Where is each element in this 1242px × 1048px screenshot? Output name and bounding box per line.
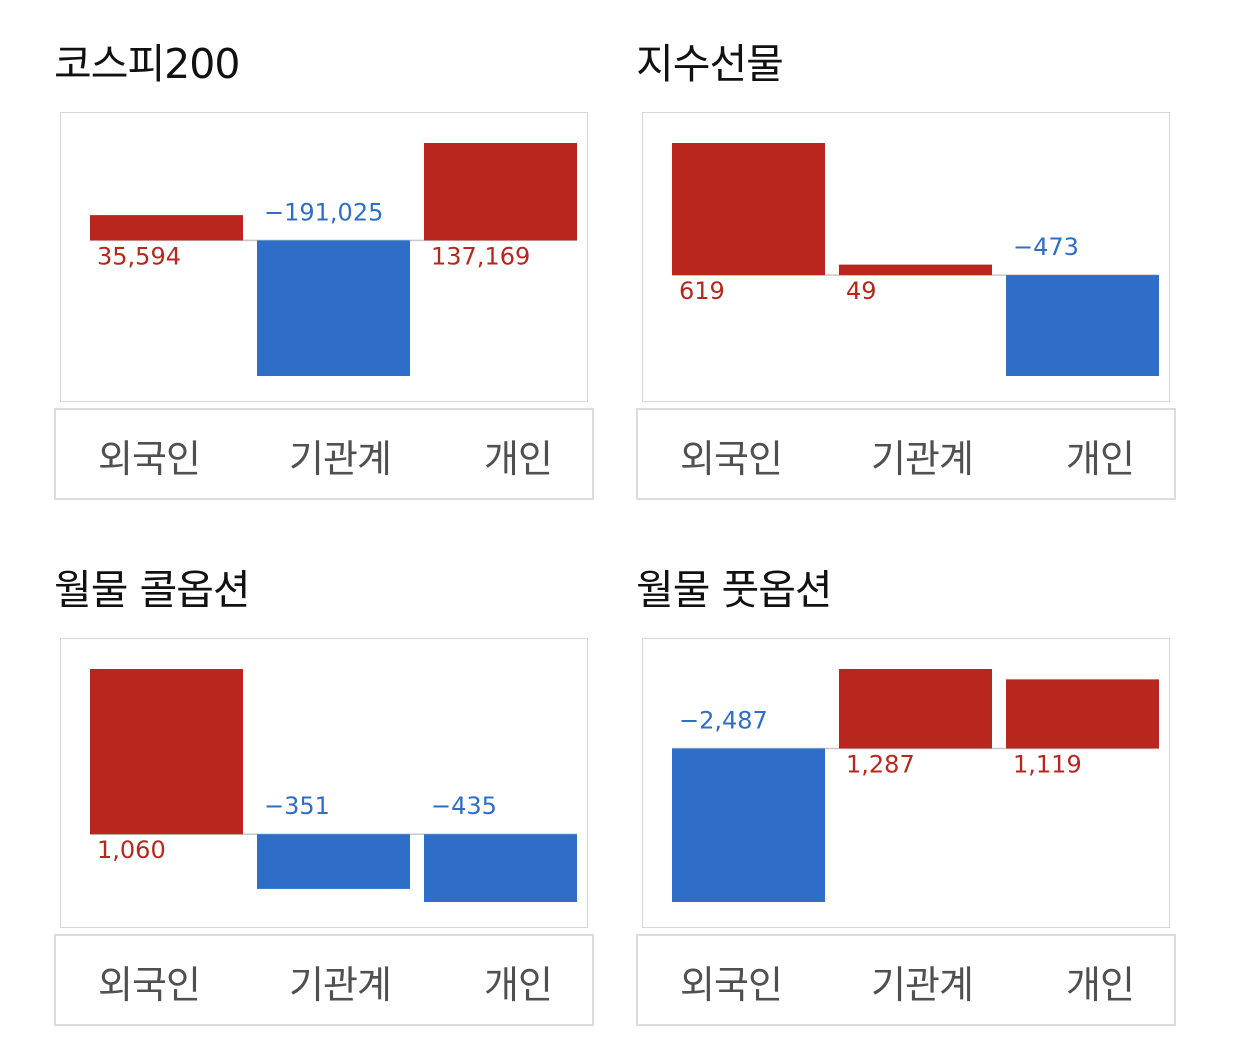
category-label-foreign: 외국인 [98, 963, 201, 1007]
data-label-individual: −435 [431, 792, 497, 820]
category-label-institution: 기관계 [871, 437, 974, 481]
category-label-individual: 개인 [484, 437, 553, 481]
category-label-individual: 개인 [1066, 963, 1135, 1007]
bar-institution [839, 669, 992, 749]
category-axis: 외국인 기관계 개인 [636, 934, 1176, 1026]
bar-individual [424, 143, 577, 241]
data-label-institution: 49 [846, 277, 877, 305]
chart-title: 지수선물 [636, 40, 784, 88]
category-label-foreign: 외국인 [680, 437, 783, 481]
category-label-institution: 기관계 [871, 963, 974, 1007]
bar-foreign [90, 215, 243, 241]
bar-foreign [672, 748, 825, 902]
category-axis: 외국인 기관계 개인 [54, 934, 594, 1026]
category-label-foreign: 외국인 [680, 963, 783, 1007]
chart-title: 월물 풋옵션 [636, 566, 833, 614]
chart-title: 월물 콜옵션 [54, 566, 251, 614]
chart-plot-area: −2,487 1,287 1,119 [642, 638, 1170, 928]
bar-chart: 1,060 −351 −435 [90, 669, 577, 902]
chart-panel-kospi200: 코스피200 35,594 −191,025 137,169 외국인 기관계 개인 [54, 0, 599, 500]
data-label-institution: −351 [264, 792, 330, 820]
data-label-individual: 137,169 [431, 242, 530, 270]
bar-chart: 619 49 −473 [672, 143, 1159, 376]
category-label-individual: 개인 [1066, 437, 1135, 481]
category-axis: 외국인 기관계 개인 [54, 408, 594, 500]
data-label-foreign: 1,060 [97, 836, 166, 864]
data-label-institution: 1,287 [846, 750, 915, 778]
data-label-foreign: 35,594 [97, 242, 181, 270]
bar-institution [257, 834, 410, 889]
data-label-foreign: 619 [679, 277, 725, 305]
bar-foreign [672, 143, 825, 276]
data-label-individual: 1,119 [1013, 750, 1082, 778]
data-label-institution: −191,025 [264, 198, 383, 226]
chart-plot-area: 1,060 −351 −435 [60, 638, 588, 928]
data-label-individual: −473 [1013, 233, 1079, 261]
category-label-individual: 개인 [484, 963, 553, 1007]
bar-individual [424, 834, 577, 902]
category-label-institution: 기관계 [289, 963, 392, 1007]
bar-individual [1006, 275, 1159, 376]
category-axis: 외국인 기관계 개인 [636, 408, 1176, 500]
category-label-institution: 기관계 [289, 437, 392, 481]
chart-panel-call-options: 월물 콜옵션 1,060 −351 −435 외국인 기관계 개인 [54, 526, 599, 1026]
data-label-foreign: −2,487 [679, 706, 768, 734]
bar-individual [1006, 679, 1159, 749]
chart-plot-area: 35,594 −191,025 137,169 [60, 112, 588, 402]
chart-panel-index-futures: 지수선물 619 49 −473 외국인 기관계 개인 [636, 0, 1181, 500]
bar-foreign [90, 669, 243, 835]
bar-chart: 35,594 −191,025 137,169 [90, 143, 577, 376]
chart-plot-area: 619 49 −473 [642, 112, 1170, 402]
bar-institution [257, 240, 410, 376]
bar-chart: −2,487 1,287 1,119 [672, 669, 1159, 902]
bar-institution [839, 264, 992, 276]
category-label-foreign: 외국인 [98, 437, 201, 481]
chart-panel-put-options: 월물 풋옵션 −2,487 1,287 1,119 외국인 기관계 개인 [636, 526, 1181, 1026]
chart-title: 코스피200 [54, 40, 240, 88]
